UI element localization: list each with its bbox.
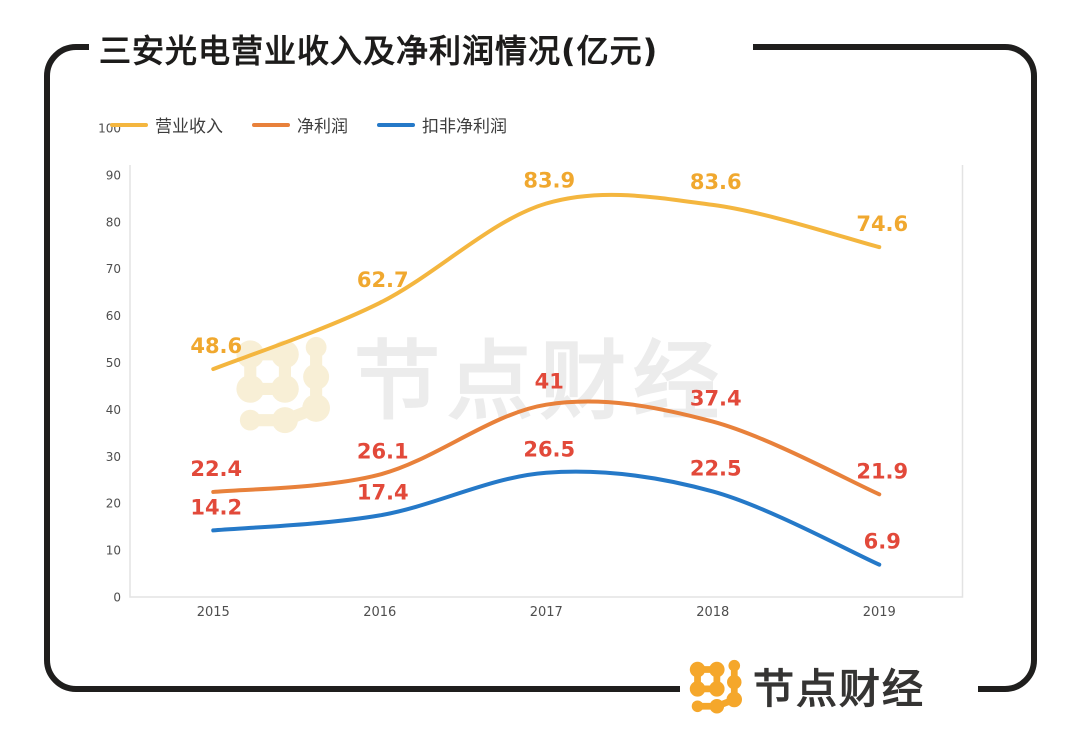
x-axis-tick-label: 2017: [530, 605, 563, 620]
value-label-non-gaap-net-profit: 14.2: [190, 495, 242, 519]
y-axis-tick-label: 80: [106, 215, 121, 229]
watermark: 节点财经: [226, 330, 726, 434]
x-axis-tick-label: 2019: [863, 605, 896, 620]
series-line-net-profit: [211, 399, 882, 497]
y-axis-tick-label: 20: [106, 497, 121, 511]
frame-gap-title: [89, 40, 753, 56]
node-finance-logo-icon: [689, 659, 742, 714]
x-axis-tick-label: 2018: [696, 605, 729, 620]
value-label-net-profit: 26.1: [357, 440, 409, 464]
legend-label-revenue: 营业收入: [155, 117, 223, 137]
legend-item-non-gaap-net-profit: 扣非净利润: [377, 112, 507, 137]
value-label-revenue: 83.9: [523, 169, 575, 193]
value-label-net-profit: 22.4: [190, 457, 242, 481]
y-axis-tick-label: 70: [106, 262, 121, 276]
value-label-net-profit: 21.9: [856, 459, 908, 483]
brand-wordmark: 节点财经: [753, 665, 925, 713]
value-label-non-gaap-net-profit: 6.9: [864, 530, 901, 554]
value-label-net-profit: 41: [535, 370, 564, 394]
y-axis-tick-label: 60: [106, 309, 121, 323]
value-label-revenue: 48.6: [190, 334, 242, 358]
x-axis-tick-label: 2015: [197, 605, 230, 620]
legend-swatch-non-gaap-net-profit: [377, 122, 415, 127]
legend-swatch-revenue: [110, 122, 148, 127]
y-axis-tick-label: 10: [106, 544, 121, 558]
value-label-revenue: 62.7: [357, 268, 409, 292]
watermark-text: 节点财经: [354, 332, 726, 432]
value-label-non-gaap-net-profit: 17.4: [357, 480, 409, 504]
axis-frame: [129, 165, 964, 598]
legend-item-net-profit: 净利润: [252, 112, 348, 137]
y-axis-tick-label: 50: [106, 356, 121, 370]
page-title: 三安光电营业收入及净利润情况(亿元): [99, 32, 659, 70]
value-label-revenue: 74.6: [856, 212, 908, 236]
legend-label-net-profit: 净利润: [297, 117, 348, 137]
y-axis-tick-label: 30: [106, 450, 121, 464]
x-axis-tick-label: 2016: [363, 605, 396, 620]
series-line-non-gaap-net-profit: [211, 469, 882, 567]
series-line-revenue: [211, 192, 882, 372]
legend-label-non-gaap-net-profit: 扣非净利润: [422, 117, 507, 137]
value-label-net-profit: 37.4: [690, 387, 742, 411]
value-label-non-gaap-net-profit: 26.5: [523, 438, 575, 462]
frame-gap-logo: [680, 680, 978, 698]
node-finance-watermark-icon: [236, 336, 330, 434]
legend-swatch-net-profit: [252, 122, 290, 127]
y-axis-tick-label: 40: [106, 403, 121, 417]
value-label-non-gaap-net-profit: 22.5: [690, 456, 742, 480]
y-axis-tick-label: 90: [106, 168, 121, 182]
brand-logo: 节点财经: [684, 655, 925, 715]
legend-item-revenue: 营业收入: [110, 112, 223, 137]
y-axis-tick-label: 0: [113, 591, 121, 605]
legend: 营业收入 净利润 扣非净利润: [110, 112, 507, 137]
value-label-revenue: 83.6: [690, 170, 742, 194]
